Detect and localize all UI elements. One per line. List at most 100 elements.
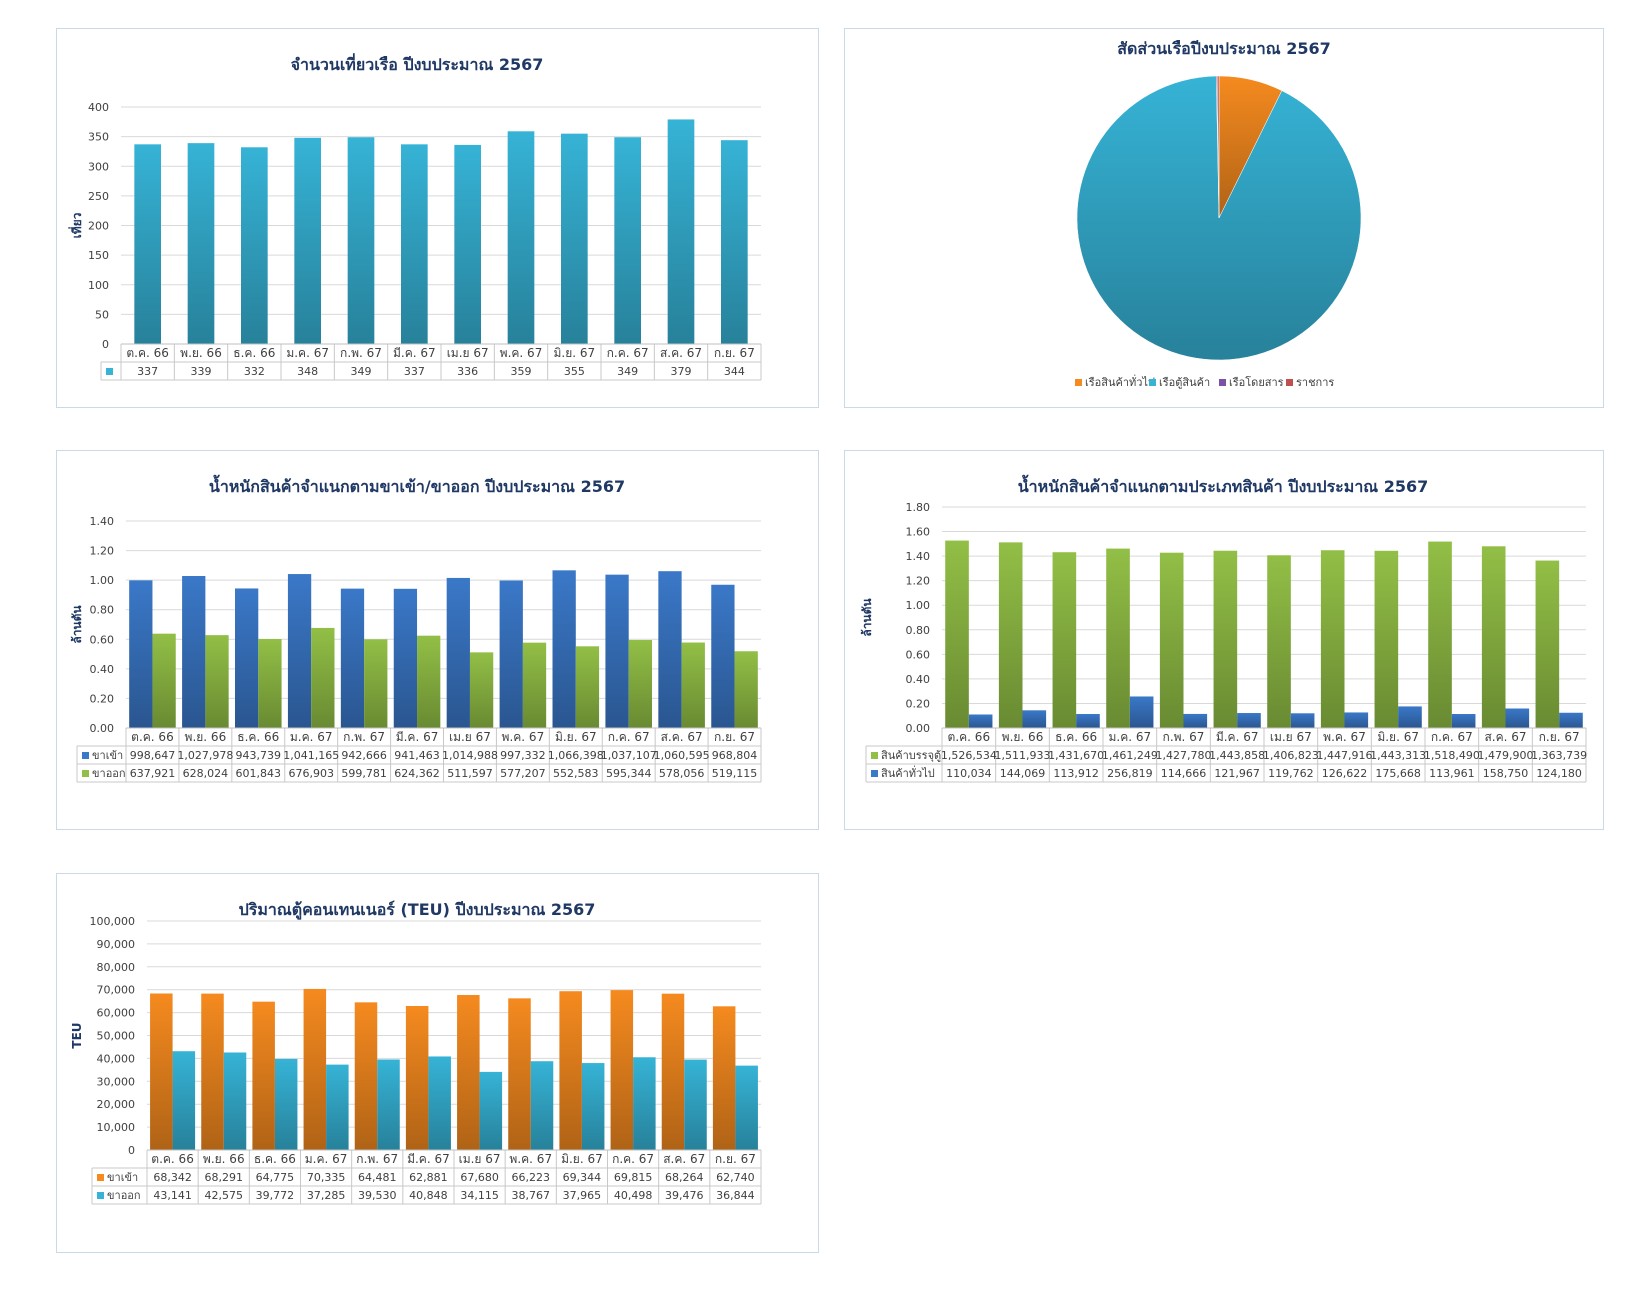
bar-series-0 — [446, 577, 470, 728]
x-tick-label: ต.ค. 66 — [151, 1152, 194, 1166]
bar-series-0 — [1320, 550, 1345, 728]
y-tick-label: 1.20 — [90, 545, 115, 558]
bar-series — [241, 147, 268, 344]
bar-series-0 — [393, 588, 418, 728]
legend-label: ราชการ — [1296, 376, 1334, 389]
data-label: 40,498 — [614, 1189, 653, 1202]
bar-series — [721, 140, 748, 344]
bar-series-0 — [610, 990, 634, 1150]
legend-swatch — [1219, 379, 1226, 386]
bar-series-0 — [303, 988, 327, 1150]
x-tick-label: เม.ย 67 — [1270, 730, 1312, 744]
y-tick-label: 200 — [88, 220, 109, 233]
data-label: 942,666 — [341, 749, 387, 762]
legend-swatch — [82, 770, 89, 777]
y-tick-label: 10,000 — [97, 1121, 136, 1134]
bar-series-0 — [945, 540, 969, 728]
y-tick-label: 100 — [88, 279, 109, 292]
y-tick-label: 50,000 — [97, 1030, 136, 1043]
x-tick-label: ก.พ. 67 — [343, 730, 385, 744]
x-tick-label: ก.พ. 67 — [356, 1152, 398, 1166]
bar-series-0 — [499, 580, 523, 728]
bar-series — [454, 144, 481, 344]
x-tick-label: ต.ค. 66 — [948, 730, 991, 744]
data-label: 359 — [511, 365, 532, 378]
x-tick-label: พ.ย. 66 — [180, 346, 222, 360]
data-label: 1,427,780 — [1156, 749, 1212, 762]
data-label: 511,597 — [447, 767, 493, 780]
data-label: 66,223 — [512, 1171, 551, 1184]
bar-series-1 — [274, 1058, 298, 1150]
data-label: 348 — [297, 365, 318, 378]
x-tick-label: ก.ย. 67 — [714, 730, 755, 744]
y-tick-label: 0.20 — [906, 697, 931, 710]
data-label: 1,041,165 — [283, 749, 339, 762]
bar-series-0 — [661, 993, 685, 1150]
data-label: 36,844 — [716, 1189, 755, 1202]
trips-chart-panel: จำนวนเที่ยวเรือ ปีงบประมาณ 2567 เที่ยว 0 50… — [56, 28, 819, 408]
bar-series-1 — [1237, 713, 1261, 728]
bar-series-0 — [201, 993, 224, 1150]
data-label: 941,463 — [394, 749, 440, 762]
bar-series-1 — [1129, 696, 1154, 728]
data-label: 38,767 — [512, 1189, 551, 1202]
y-axis-label: ล้านตัน — [860, 598, 874, 637]
x-tick-label: ธ.ค. 66 — [254, 1152, 296, 1166]
legend-swatch — [97, 1174, 104, 1181]
data-label: 337 — [404, 365, 425, 378]
data-label: 676,903 — [288, 767, 334, 780]
legend-label: ขาออก — [107, 1189, 141, 1202]
bar-series-1 — [1022, 710, 1047, 728]
data-label: 119,762 — [1268, 767, 1314, 780]
y-tick-label: 0.00 — [906, 722, 931, 735]
bar-series-1 — [1451, 714, 1476, 728]
data-label: 124,180 — [1536, 767, 1582, 780]
y-tick-label: 250 — [88, 190, 109, 203]
bar-series-0 — [354, 1002, 378, 1150]
legend-label: เรือสินค้าทั่วไป — [1085, 374, 1155, 389]
y-tick-label: 0 — [128, 1144, 135, 1157]
data-label: 379 — [671, 365, 692, 378]
x-tick-label: ก.ค. 67 — [608, 730, 650, 744]
bar-series-1 — [428, 1056, 451, 1150]
x-tick-label: ส.ค. 67 — [1484, 730, 1526, 744]
bar-series-1 — [1076, 714, 1100, 728]
bar-series-0 — [712, 1006, 736, 1150]
y-tick-label: 1.00 — [906, 599, 931, 612]
data-label: 68,291 — [205, 1171, 244, 1184]
data-label: 144,069 — [1000, 767, 1046, 780]
data-label: 69,344 — [563, 1171, 602, 1184]
bar-series-0 — [287, 574, 312, 728]
y-tick-label: 0.60 — [906, 648, 931, 661]
y-tick-label: 1.20 — [906, 575, 931, 588]
bar-series-1 — [581, 1063, 605, 1150]
data-label: 1,363,739 — [1531, 749, 1587, 762]
y-tick-label: 1.00 — [90, 574, 115, 587]
bar-series-1 — [479, 1071, 503, 1150]
data-label: 113,912 — [1053, 767, 1099, 780]
bar-series-0 — [711, 584, 735, 728]
data-label: 1,027,978 — [177, 749, 233, 762]
bar-series-0 — [1374, 550, 1399, 728]
data-label: 1,431,670 — [1048, 749, 1104, 762]
data-label: 39,476 — [665, 1189, 704, 1202]
data-label: 1,443,858 — [1209, 749, 1265, 762]
bar-series-1 — [530, 1061, 554, 1150]
bar-series-0 — [235, 588, 259, 728]
data-label: 552,583 — [553, 767, 599, 780]
data-label: 519,115 — [712, 767, 758, 780]
data-label: 1,443,313 — [1370, 749, 1426, 762]
data-label: 1,066,398 — [548, 749, 604, 762]
y-tick-label: 1.40 — [906, 550, 931, 563]
y-axis-label: ล้านตัน — [70, 605, 84, 644]
data-label: 43,141 — [153, 1189, 192, 1202]
legend-label: ขาเข้า — [107, 1171, 138, 1184]
data-label: 175,668 — [1375, 767, 1421, 780]
bar-series-0 — [1052, 552, 1077, 728]
data-label: 62,740 — [716, 1171, 755, 1184]
data-label: 349 — [351, 365, 372, 378]
x-tick-label: เม.ย 67 — [447, 346, 489, 360]
legend-label: ขาเข้า — [92, 749, 123, 762]
data-label: 1,526,534 — [941, 749, 997, 762]
bar-series-1 — [735, 1065, 758, 1150]
